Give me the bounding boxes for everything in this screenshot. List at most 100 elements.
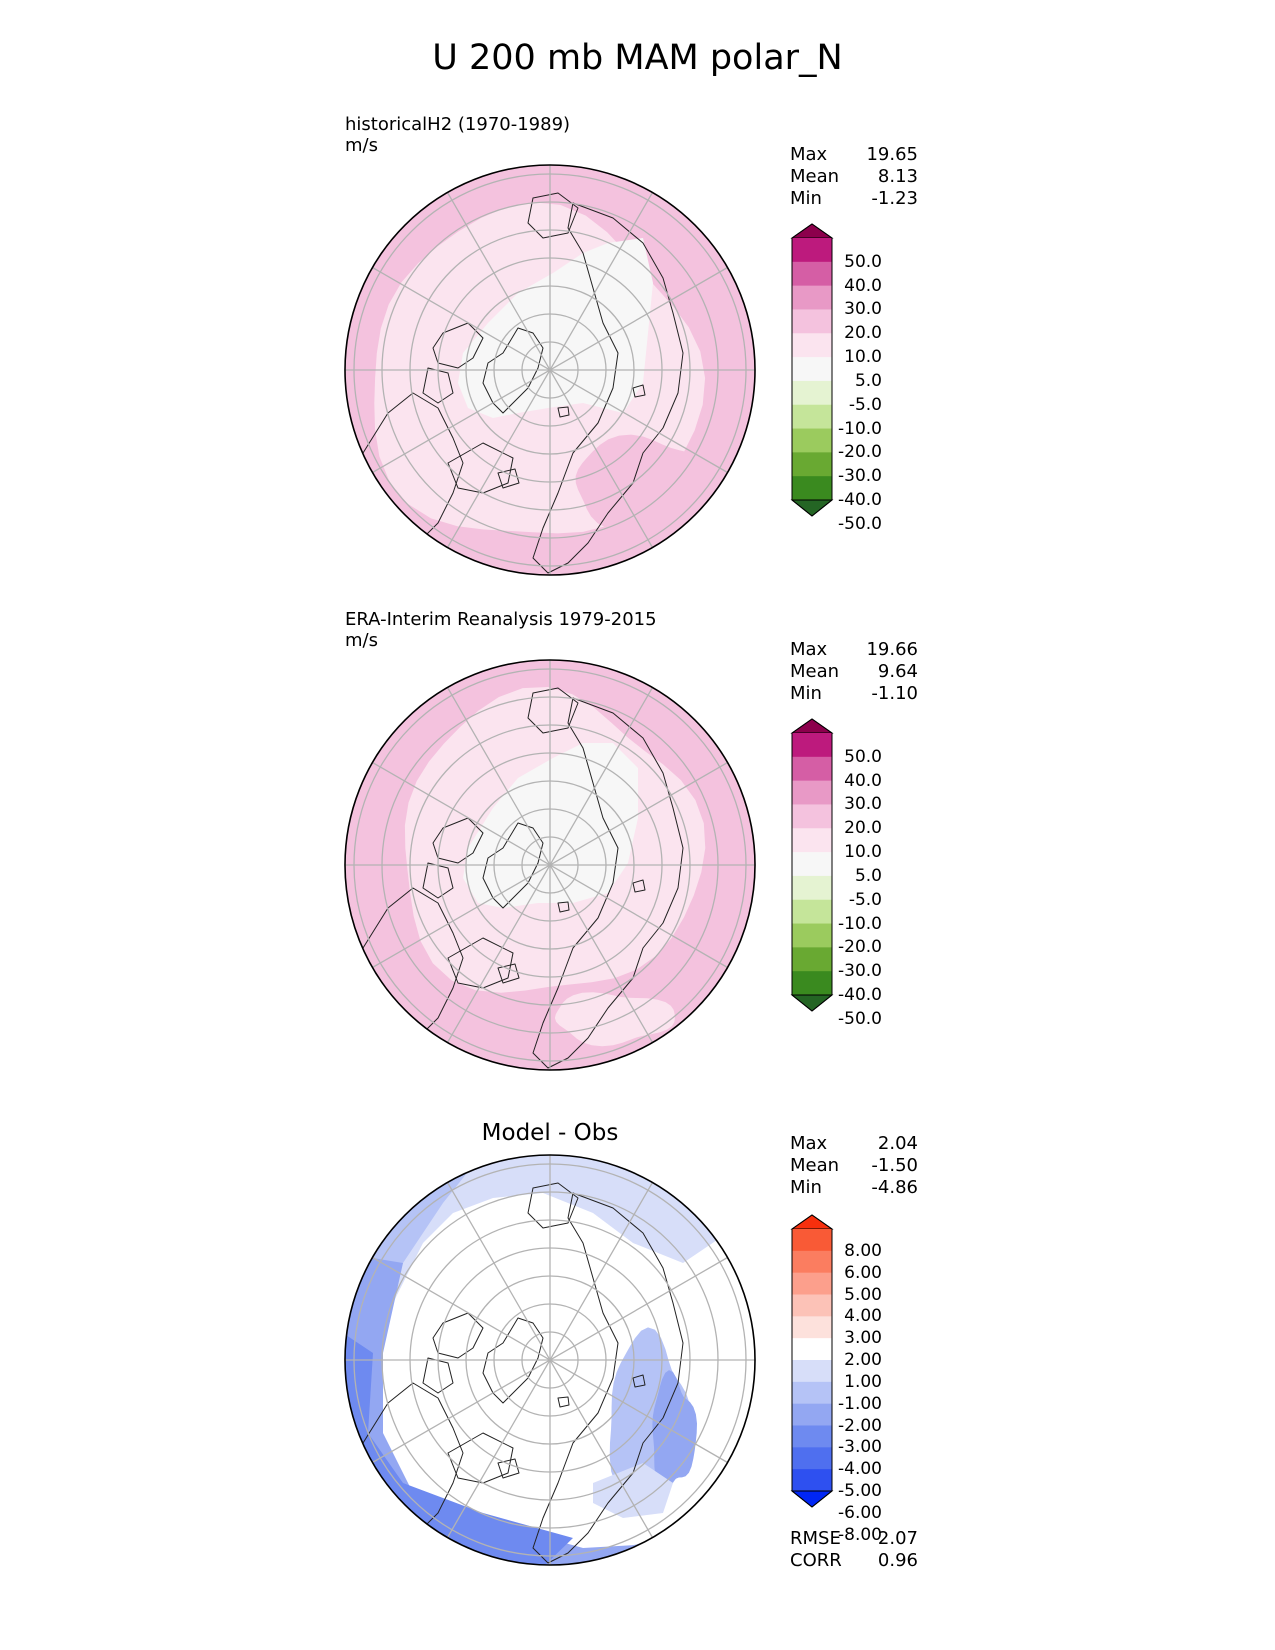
colorbar-tick-label: 3.00 bbox=[844, 1328, 882, 1349]
colorbar-tick-label: 40.0 bbox=[844, 275, 882, 296]
colorbar-tick-label: -4.00 bbox=[838, 1459, 882, 1480]
coastline bbox=[632, 384, 646, 398]
colorbar-bin bbox=[792, 923, 832, 948]
colorbar-tick-label: -5.00 bbox=[838, 1481, 882, 1501]
colorbar-bin bbox=[792, 1469, 832, 1492]
colorbar-bin bbox=[792, 733, 832, 758]
stat-value: 19.65 bbox=[866, 144, 918, 165]
colorbar-extend-bottom bbox=[790, 1490, 834, 1508]
coastline bbox=[422, 862, 454, 899]
coastline bbox=[632, 1374, 646, 1388]
metric-label: RMSE bbox=[790, 1528, 841, 1549]
colorbar-tick-label: -5.0 bbox=[848, 889, 882, 910]
coastline bbox=[447, 1432, 514, 1484]
stat-value: -4.86 bbox=[871, 1177, 918, 1198]
colorbar-bin bbox=[792, 971, 832, 996]
panel2-label: ERA-Interim Reanalysis 1979-2015 bbox=[345, 609, 657, 630]
colorbar-tick-label: 5.00 bbox=[844, 1284, 882, 1305]
field-contour bbox=[575, 434, 717, 531]
colorbar-tick-label: -40.0 bbox=[838, 985, 882, 1005]
main-title: U 200 mb MAM polar_N bbox=[432, 38, 843, 78]
coastline bbox=[632, 879, 646, 893]
panel1-units: m/s bbox=[345, 135, 378, 156]
panel3-title: Model - Obs bbox=[481, 1120, 619, 1146]
meridian-line bbox=[372, 761, 728, 969]
stat-label: Max bbox=[790, 639, 828, 660]
colorbar-bin bbox=[792, 1250, 832, 1274]
coastline bbox=[557, 406, 570, 418]
colorbar-bin bbox=[792, 238, 832, 263]
colorbar-tick-label: -8.00 bbox=[838, 1524, 882, 1545]
coastline bbox=[527, 192, 579, 239]
colorbar-bin bbox=[792, 428, 832, 453]
colorbar-bin bbox=[792, 1338, 832, 1361]
colorbar-bin bbox=[792, 1294, 832, 1317]
panel3-colorbar bbox=[790, 1214, 834, 1508]
colorbar-bin bbox=[792, 947, 832, 972]
colorbar-tick-label: -10.0 bbox=[838, 913, 882, 934]
coastline bbox=[497, 963, 520, 984]
coastline bbox=[497, 1458, 520, 1479]
stat-label: Min bbox=[790, 1177, 822, 1198]
stat-value: -1.23 bbox=[871, 188, 918, 209]
panel2-colorbar bbox=[790, 718, 834, 1012]
colorbar-tick-label: -20.0 bbox=[838, 442, 882, 463]
panel1-polar-map bbox=[344, 164, 756, 576]
coastline bbox=[432, 817, 484, 864]
stat-label: Mean bbox=[790, 1155, 840, 1176]
colorbar-tick-label: -50.0 bbox=[838, 1008, 882, 1029]
panel2-units: m/s bbox=[345, 630, 378, 651]
coastline bbox=[557, 901, 570, 913]
colorbar-tick-label: 20.0 bbox=[844, 818, 882, 839]
coastline bbox=[482, 1317, 544, 1404]
colorbar-bin bbox=[792, 1360, 832, 1383]
colorbar-extend-top bbox=[790, 1214, 834, 1230]
colorbar-tick-label: 1.00 bbox=[844, 1371, 882, 1392]
colorbar-bin bbox=[792, 756, 832, 782]
colorbar-tick-label: -2.00 bbox=[838, 1415, 882, 1436]
coastline bbox=[482, 822, 544, 909]
panel2-polar-map bbox=[344, 659, 756, 1071]
colorbar-bin bbox=[792, 309, 832, 334]
colorbar-tick-label: 20.0 bbox=[844, 323, 882, 344]
colorbar-tick-label: -30.0 bbox=[838, 466, 882, 487]
stat-value: 9.64 bbox=[877, 661, 918, 682]
coastline bbox=[447, 442, 514, 494]
field-contour bbox=[458, 238, 653, 418]
metric-value: 2.07 bbox=[877, 1528, 918, 1549]
panel3-polar-map bbox=[344, 1154, 756, 1566]
stat-value: 19.66 bbox=[866, 639, 918, 660]
map-boundary bbox=[344, 659, 756, 1071]
stat-label: Min bbox=[790, 188, 822, 209]
stat-label: Mean bbox=[790, 166, 840, 187]
colorbar-bin bbox=[792, 852, 832, 877]
colorbar-tick-label: 4.00 bbox=[844, 1306, 882, 1327]
field-contour bbox=[652, 1370, 697, 1491]
coastline bbox=[557, 1396, 570, 1408]
stat-value: 8.13 bbox=[877, 166, 918, 187]
map-boundary bbox=[344, 1154, 756, 1566]
colorbar-tick-label: 2.00 bbox=[844, 1350, 882, 1370]
colorbar-tick-label: 50.0 bbox=[844, 251, 882, 272]
colorbar-tick-label: -40.0 bbox=[838, 490, 882, 510]
coastline bbox=[482, 327, 544, 414]
metric-label: CORR bbox=[790, 1550, 842, 1571]
colorbar-tick-label: 40.0 bbox=[844, 770, 882, 791]
colorbar-bin bbox=[792, 476, 832, 501]
stat-label: Max bbox=[790, 144, 828, 165]
coastline bbox=[527, 1182, 579, 1229]
stat-label: Min bbox=[790, 683, 822, 704]
stat-value: -1.50 bbox=[871, 1155, 918, 1176]
stat-label: Max bbox=[790, 1133, 828, 1154]
colorbar-bin bbox=[792, 1403, 832, 1426]
colorbar-extend-bottom bbox=[790, 499, 834, 517]
colorbar-tick-label: 10.0 bbox=[844, 842, 882, 863]
colorbar-bin bbox=[792, 1425, 832, 1448]
colorbar-extend-top bbox=[790, 718, 834, 734]
panel1-stats: Max 19.65 Mean 8.13 Min -1.23 bbox=[790, 144, 918, 210]
colorbar-tick-label: 30.0 bbox=[844, 299, 882, 320]
colorbar-tick-label: 5.0 bbox=[854, 370, 882, 391]
colorbar-tick-label: 30.0 bbox=[844, 794, 882, 815]
map-boundary bbox=[344, 164, 756, 576]
colorbar-tick-label: -6.00 bbox=[838, 1502, 882, 1523]
